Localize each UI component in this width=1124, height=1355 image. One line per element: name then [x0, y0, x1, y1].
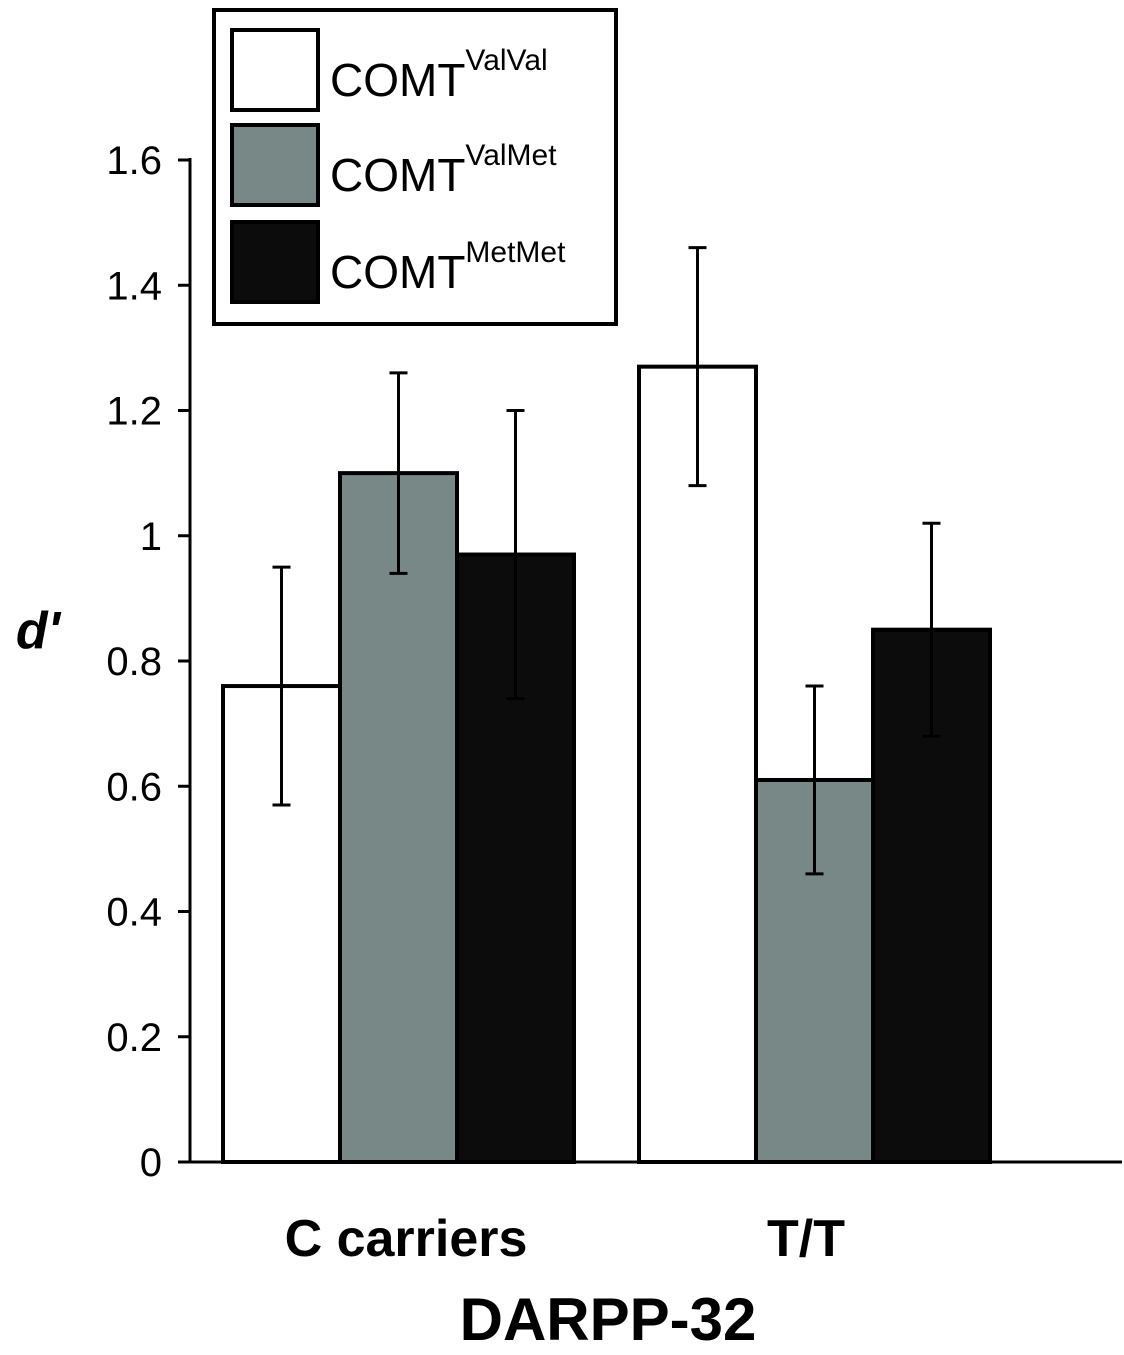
- legend-swatch: [230, 28, 320, 112]
- y-tick-label: 1.4: [106, 264, 162, 308]
- legend-swatch: [230, 123, 320, 207]
- legend-label: COMTValVal: [330, 44, 548, 106]
- y-axis-label: d': [16, 602, 62, 660]
- y-tick-label: 1: [140, 515, 162, 559]
- y-tick-label: 1.6: [106, 139, 162, 183]
- legend-label-main: COMT: [330, 149, 465, 201]
- y-ticks: 0 0.2 0.4 0.6 0.8 1 1.2 1.4 1.6: [106, 139, 190, 1185]
- x-categories: C carriers T/T: [285, 1210, 846, 1268]
- legend-label-main: COMT: [330, 246, 465, 298]
- legend-label-sup: MetMet: [465, 236, 566, 269]
- legend-label-sup: ValVal: [465, 44, 547, 77]
- legend-label-main: COMT: [330, 54, 465, 106]
- category-label: C carriers: [285, 1210, 528, 1268]
- bar-valmet-c-carriers: [338, 471, 459, 1164]
- y-tick-label: 0.4: [106, 891, 162, 935]
- legend-label: COMTValMet: [330, 139, 557, 201]
- legend-label-sup: ValMet: [465, 139, 557, 172]
- y-tick-label: 0: [140, 1141, 162, 1185]
- legend-label: COMTMetMet: [330, 236, 566, 298]
- bars-layer: [221, 246, 992, 1165]
- y-tick-label: 0.2: [106, 1016, 162, 1060]
- y-tick-label: 1.2: [106, 390, 162, 434]
- y-tick-label: 0.6: [106, 765, 162, 809]
- x-axis-label: DARPP-32: [460, 1286, 757, 1353]
- category-label: T/T: [767, 1210, 845, 1268]
- legend-swatch: [230, 220, 320, 304]
- y-tick-label: 0.8: [106, 640, 162, 684]
